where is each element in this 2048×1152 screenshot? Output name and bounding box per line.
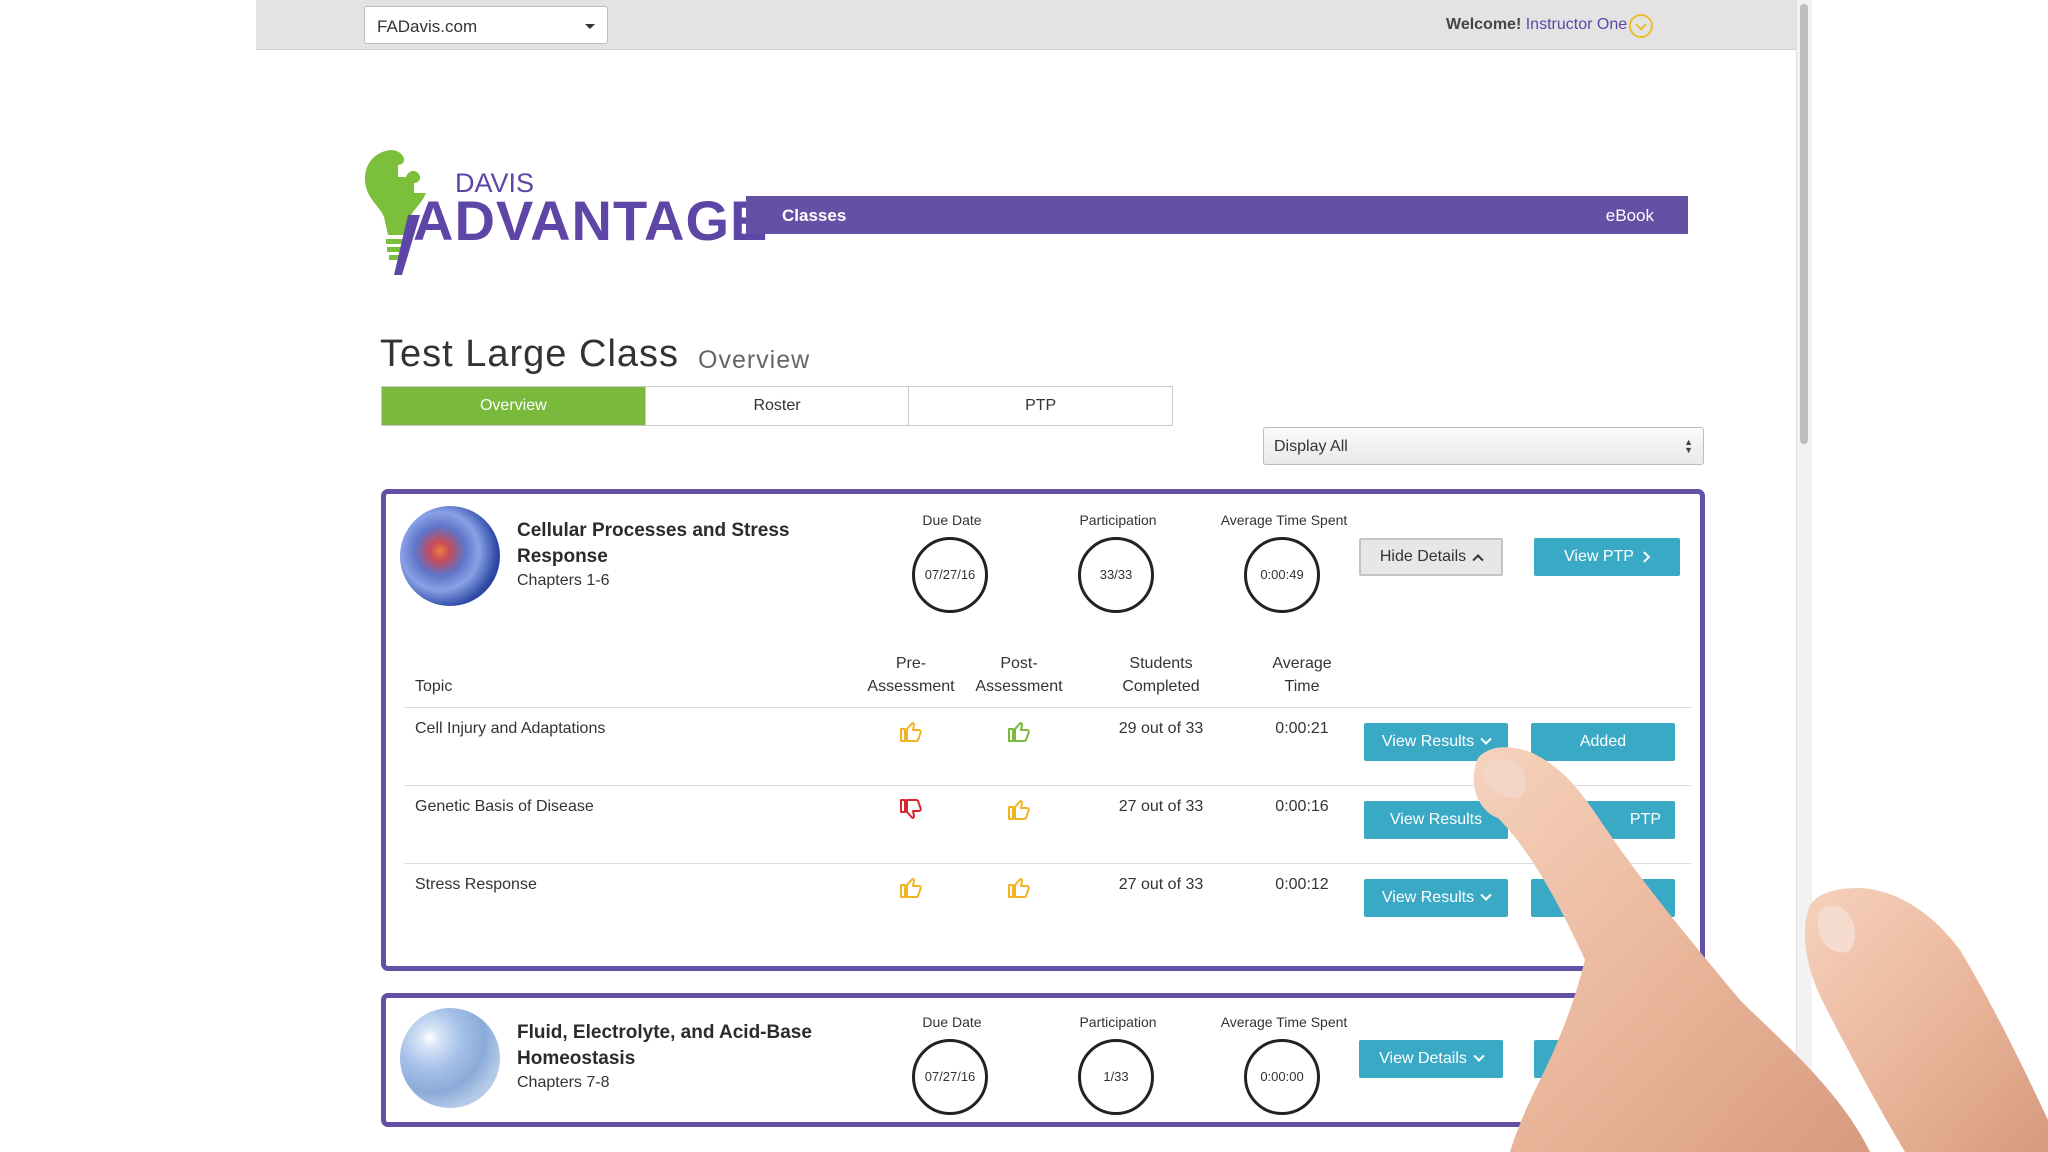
avg-time-label: Average Time Spent — [1220, 512, 1348, 528]
post-assessment-header: Post- Assessment — [964, 652, 1074, 698]
students-completed-value: 29 out of 33 — [1118, 720, 1204, 737]
table-header-divider — [404, 707, 1691, 708]
unit-title: Fluid, Electrolyte, and Acid-Base Homeos… — [517, 1022, 812, 1069]
caret-down-icon — [585, 24, 595, 29]
main-nav: Classes eBook — [746, 196, 1688, 234]
chevron-down-icon — [1473, 1050, 1485, 1062]
topic-header: Topic — [415, 678, 453, 695]
thumbs-up-icon — [1008, 800, 1030, 820]
avg-time-value: 0:00:49 — [1244, 537, 1320, 613]
add-to-ptp-button[interactable]: PTP — [1531, 801, 1675, 839]
students-completed-header-line2: Completed — [1122, 678, 1200, 695]
unit-thumbnail-image — [400, 506, 500, 606]
avg-time-label: Average Time Spent — [1220, 1014, 1348, 1030]
site-select[interactable]: FADavis.com — [364, 6, 608, 44]
average-time-value: 0:00:16 — [1275, 798, 1329, 815]
chevron-down-icon — [1480, 889, 1492, 901]
scrollbar-thumb[interactable] — [1800, 4, 1808, 444]
welcome-label: Welcome! — [1446, 16, 1522, 33]
avg-time-value: 0:00:00 — [1244, 1039, 1320, 1115]
average-time-value: 0:00:21 — [1275, 720, 1329, 737]
tab-overview[interactable]: Overview — [382, 387, 646, 425]
thumbs-up-icon — [900, 722, 922, 742]
view-results-label: View Results — [1381, 889, 1475, 906]
view-results-button[interactable]: View Results — [1364, 879, 1508, 917]
post-assessment-header-line2: Assessment — [975, 678, 1063, 695]
top-bar: FADavis.com — [256, 0, 1796, 50]
thumbs-up-icon — [1008, 722, 1030, 742]
view-results-button[interactable]: View Results — [1364, 723, 1508, 761]
pre-assessment-header-line2: Assessment — [867, 678, 955, 695]
view-results-label: View Results — [1381, 733, 1475, 750]
view-ptp-button[interactable] — [1534, 1040, 1680, 1078]
due-date-value: 07/27/16 — [912, 1039, 988, 1115]
view-details-label: View Details — [1379, 1050, 1467, 1067]
view-ptp-button[interactable]: View PTP — [1534, 538, 1680, 576]
class-tabs: Overview Roster PTP — [381, 386, 1173, 426]
logo-advantage-text: ADVANTAGE — [413, 189, 769, 252]
row-divider — [404, 863, 1691, 864]
average-time-header-line2: Time — [1284, 678, 1320, 695]
unit-thumbnail-image — [400, 1008, 500, 1108]
students-completed-header-line1: Students — [1129, 655, 1193, 672]
view-details-button[interactable]: View Details — [1359, 1040, 1503, 1078]
due-date-label: Due Date — [922, 512, 982, 528]
view-results-button[interactable]: View Results — [1364, 801, 1508, 839]
unit-chapters: Chapters 7-8 — [517, 1074, 610, 1091]
view-results-label: View Results — [1389, 811, 1483, 828]
participation-value: 33/33 — [1078, 537, 1154, 613]
thumbs-down-icon — [900, 799, 922, 819]
user-name-link[interactable]: Instructor One — [1525, 16, 1628, 33]
row-divider — [404, 785, 1691, 786]
average-time-header: Average Time — [1252, 652, 1352, 698]
pre-assessment-header-line1: Pre- — [895, 655, 927, 672]
chevron-down-icon — [1480, 733, 1492, 745]
updown-arrows-icon: ▲ ▼ — [1684, 437, 1693, 455]
topic-name: Stress Response — [415, 876, 537, 893]
students-completed-value: 27 out of 33 — [1118, 798, 1204, 815]
post-assessment-header-line1: Post- — [1000, 655, 1038, 672]
thumbs-up-icon — [1008, 878, 1030, 898]
topic-name: Cell Injury and Adaptations — [415, 720, 606, 737]
due-date-value: 07/27/16 — [912, 537, 988, 613]
display-filter-value: Display All — [1274, 438, 1348, 455]
add-to-ptp-label: PTP — [1629, 811, 1661, 828]
user-menu-chevron-icon[interactable] — [1629, 14, 1653, 38]
page-title: Test Large Class — [380, 333, 680, 375]
unit-chapters: Chapters 1-6 — [517, 572, 610, 589]
unit-title: Cellular Processes and Stress Response — [517, 520, 790, 567]
view-ptp-label: View PTP — [1564, 548, 1634, 565]
tab-roster[interactable]: Roster — [645, 387, 910, 425]
chevron-up-icon — [1472, 554, 1484, 566]
unit-card: Fluid, Electrolyte, and Acid-Base Homeos… — [381, 993, 1705, 1127]
unit-card: Cellular Processes and Stress Response C… — [381, 489, 1705, 971]
thumbs-up-icon — [900, 878, 922, 898]
participation-value: 1/33 — [1078, 1039, 1154, 1115]
pre-assessment-header: Pre- Assessment — [856, 652, 966, 698]
logo-davis-text: DAVIS — [455, 168, 535, 198]
average-time-value: 0:00:12 — [1275, 876, 1329, 893]
hide-details-button[interactable]: Hide Details — [1359, 538, 1503, 576]
added-button[interactable]: Added — [1531, 723, 1675, 761]
participation-label: Participation — [1079, 512, 1157, 528]
add-to-ptp-button[interactable] — [1531, 879, 1675, 917]
students-completed-header: Students Completed — [1106, 652, 1216, 698]
average-time-header-line1: Average — [1272, 655, 1332, 672]
due-date-label: Due Date — [922, 1014, 982, 1030]
nav-classes-link[interactable]: Classes — [782, 206, 847, 225]
welcome-area: Welcome! Instructor One — [1446, 16, 1627, 34]
davis-advantage-logo — [365, 150, 426, 275]
tab-ptp[interactable]: PTP — [909, 387, 1173, 425]
hide-details-label: Hide Details — [1379, 548, 1467, 565]
students-completed-value: 27 out of 33 — [1118, 876, 1204, 893]
nav-ebook-link[interactable]: eBook — [1605, 206, 1654, 225]
chevron-right-icon — [1638, 551, 1651, 563]
participation-label: Participation — [1079, 1014, 1157, 1030]
display-filter-select[interactable]: Display All ▲ ▼ — [1263, 427, 1704, 465]
page-subtitle: Overview — [698, 346, 811, 374]
added-label: Added — [1579, 733, 1627, 750]
topic-name: Genetic Basis of Disease — [415, 798, 594, 815]
site-select-value: FADavis.com — [377, 17, 478, 36]
